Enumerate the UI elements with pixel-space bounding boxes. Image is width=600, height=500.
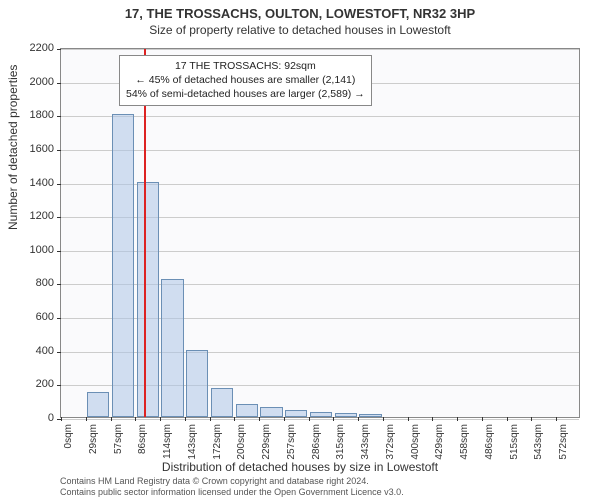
histogram-bar xyxy=(186,350,208,417)
ytick-label: 1000 xyxy=(0,244,54,256)
ytick-mark xyxy=(57,284,61,285)
histogram-bar xyxy=(87,392,109,417)
histogram-bar xyxy=(260,407,282,417)
footer-attribution: Contains HM Land Registry data © Crown c… xyxy=(60,476,404,498)
xtick-mark xyxy=(111,417,112,421)
xtick-label: 229sqm xyxy=(261,424,272,460)
xtick-label: 315sqm xyxy=(335,424,346,460)
histogram-chart: 17 THE TROSSACHS: 92sqm← 45% of detached… xyxy=(60,48,580,418)
ytick-mark xyxy=(57,49,61,50)
ytick-label: 0 xyxy=(0,412,54,424)
ytick-mark xyxy=(57,352,61,353)
ytick-mark xyxy=(57,184,61,185)
footer-line-1: Contains HM Land Registry data © Crown c… xyxy=(60,476,404,487)
ytick-label: 2000 xyxy=(0,76,54,88)
xtick-mark xyxy=(259,417,260,421)
xtick-mark xyxy=(333,417,334,421)
xtick-mark xyxy=(507,417,508,421)
ytick-mark xyxy=(57,318,61,319)
callout-line: 17 THE TROSSACHS: 92sqm xyxy=(126,59,365,73)
property-callout: 17 THE TROSSACHS: 92sqm← 45% of detached… xyxy=(119,55,372,106)
histogram-bar xyxy=(285,410,307,417)
histogram-bar xyxy=(112,114,134,417)
ytick-mark xyxy=(57,385,61,386)
ytick-label: 1400 xyxy=(0,177,54,189)
page-subtitle: Size of property relative to detached ho… xyxy=(0,23,600,37)
xtick-label: 114sqm xyxy=(162,424,173,459)
gridline xyxy=(61,49,579,50)
ytick-mark xyxy=(57,150,61,151)
ytick-label: 1200 xyxy=(0,210,54,222)
xtick-label: 486sqm xyxy=(484,424,495,460)
page-title: 17, THE TROSSACHS, OULTON, LOWESTOFT, NR… xyxy=(0,6,600,21)
ytick-mark xyxy=(57,251,61,252)
xtick-mark xyxy=(135,417,136,421)
ytick-label: 400 xyxy=(0,345,54,357)
xtick-label: 143sqm xyxy=(187,424,198,460)
xtick-mark xyxy=(358,417,359,421)
histogram-bar xyxy=(211,388,233,417)
xtick-mark xyxy=(61,417,62,421)
xtick-mark xyxy=(185,417,186,421)
ytick-mark xyxy=(57,116,61,117)
xtick-mark xyxy=(482,417,483,421)
gridline xyxy=(61,116,579,117)
ytick-mark xyxy=(57,217,61,218)
ytick-label: 2200 xyxy=(0,42,54,54)
histogram-bar xyxy=(335,413,357,417)
xtick-label: 0sqm xyxy=(63,424,74,448)
xtick-mark xyxy=(210,417,211,421)
xtick-label: 458sqm xyxy=(459,424,470,460)
histogram-bar xyxy=(137,182,159,417)
xtick-mark xyxy=(432,417,433,421)
ytick-label: 1600 xyxy=(0,143,54,155)
histogram-bar xyxy=(359,414,381,417)
xtick-mark xyxy=(234,417,235,421)
x-axis-label: Distribution of detached houses by size … xyxy=(0,460,600,474)
xtick-label: 343sqm xyxy=(360,424,371,460)
xtick-mark xyxy=(309,417,310,421)
xtick-mark xyxy=(457,417,458,421)
xtick-label: 429sqm xyxy=(434,424,445,460)
xtick-label: 572sqm xyxy=(558,424,569,460)
footer-line-2: Contains public sector information licen… xyxy=(60,487,404,498)
ytick-label: 600 xyxy=(0,311,54,323)
ytick-mark xyxy=(57,83,61,84)
xtick-label: 543sqm xyxy=(533,424,544,460)
callout-line: 54% of semi-detached houses are larger (… xyxy=(126,87,365,101)
ytick-label: 800 xyxy=(0,277,54,289)
histogram-bar xyxy=(310,412,332,417)
xtick-mark xyxy=(86,417,87,421)
xtick-mark xyxy=(284,417,285,421)
xtick-label: 29sqm xyxy=(88,424,99,454)
xtick-label: 86sqm xyxy=(137,424,148,454)
xtick-label: 200sqm xyxy=(236,424,247,460)
xtick-mark xyxy=(531,417,532,421)
ytick-label: 1800 xyxy=(0,109,54,121)
xtick-mark xyxy=(408,417,409,421)
xtick-label: 400sqm xyxy=(410,424,421,460)
callout-line: ← 45% of detached houses are smaller (2,… xyxy=(126,73,365,87)
xtick-label: 257sqm xyxy=(286,424,297,460)
histogram-bar xyxy=(236,404,258,417)
xtick-mark xyxy=(160,417,161,421)
xtick-mark xyxy=(383,417,384,421)
xtick-mark xyxy=(556,417,557,421)
ytick-label: 200 xyxy=(0,378,54,390)
xtick-label: 372sqm xyxy=(385,424,396,460)
histogram-bar xyxy=(161,279,183,417)
gridline xyxy=(61,150,579,151)
xtick-label: 286sqm xyxy=(311,424,322,460)
xtick-label: 172sqm xyxy=(212,424,223,460)
gridline xyxy=(61,419,579,420)
xtick-label: 57sqm xyxy=(113,424,124,454)
xtick-label: 515sqm xyxy=(509,424,520,460)
